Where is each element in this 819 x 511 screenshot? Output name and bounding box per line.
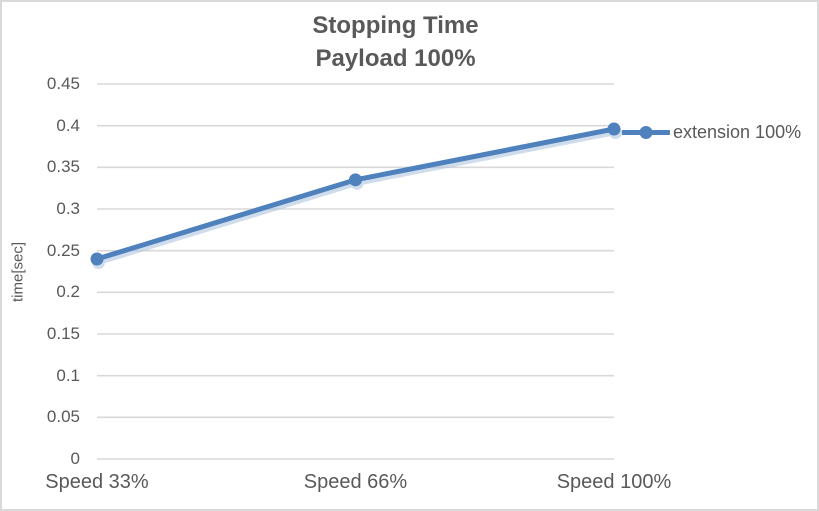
x-axis-label: Speed 100% (556, 471, 672, 493)
y-tick-label: 0.2 (56, 282, 80, 302)
legend-label: extension 100% (673, 121, 802, 142)
y-tick-label: 0.4 (56, 115, 80, 135)
chart-title-line2: Payload 100% (315, 45, 476, 72)
y-tick-label: 0.35 (46, 157, 80, 177)
y-tick-label: 0.1 (56, 365, 80, 385)
x-axis-label: Speed 66% (303, 471, 408, 493)
y-tick-label: 0.05 (46, 407, 80, 427)
data-point-marker (607, 122, 621, 136)
y-tick-label: 0 (70, 449, 80, 468)
series-line-shadow (92, 126, 622, 269)
data-point-marker (90, 252, 104, 266)
chart-title-line1: Stopping Time (312, 12, 479, 39)
y-tick-label: 0.3 (56, 199, 80, 218)
legend-marker-icon (622, 125, 670, 139)
y-tick-label: 0.25 (46, 240, 80, 260)
data-point-marker (349, 173, 362, 187)
x-axis-label: Speed 33% (45, 471, 149, 493)
y-tick-label: 0.45 (46, 74, 80, 93)
y-tick-label: 0.15 (46, 324, 80, 343)
legend: extension 100% (622, 119, 801, 145)
chart-title: Stopping Time Payload 100% (2, 9, 789, 75)
